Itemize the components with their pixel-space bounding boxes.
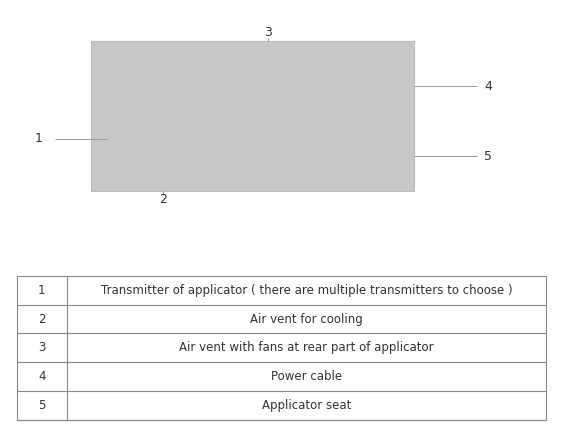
Text: 5: 5: [38, 399, 46, 412]
Text: 3: 3: [38, 341, 46, 354]
Text: 1: 1: [35, 132, 43, 145]
Bar: [91, 40, 414, 191]
Text: Power cable: Power cable: [271, 370, 342, 383]
Text: 4: 4: [38, 370, 46, 383]
Text: Air vent with fans at rear part of applicator: Air vent with fans at rear part of appli…: [180, 341, 434, 354]
Text: Air vent for cooling: Air vent for cooling: [251, 313, 363, 326]
Text: 2: 2: [38, 313, 46, 326]
Text: 2: 2: [159, 193, 167, 206]
Text: Transmitter of applicator ( there are multiple transmitters to choose ): Transmitter of applicator ( there are mu…: [101, 284, 512, 297]
Text: 3: 3: [264, 26, 271, 39]
Text: 5: 5: [484, 150, 493, 163]
Text: 1: 1: [38, 284, 46, 297]
Text: Applicator seat: Applicator seat: [262, 399, 351, 412]
Text: 4: 4: [485, 80, 492, 93]
